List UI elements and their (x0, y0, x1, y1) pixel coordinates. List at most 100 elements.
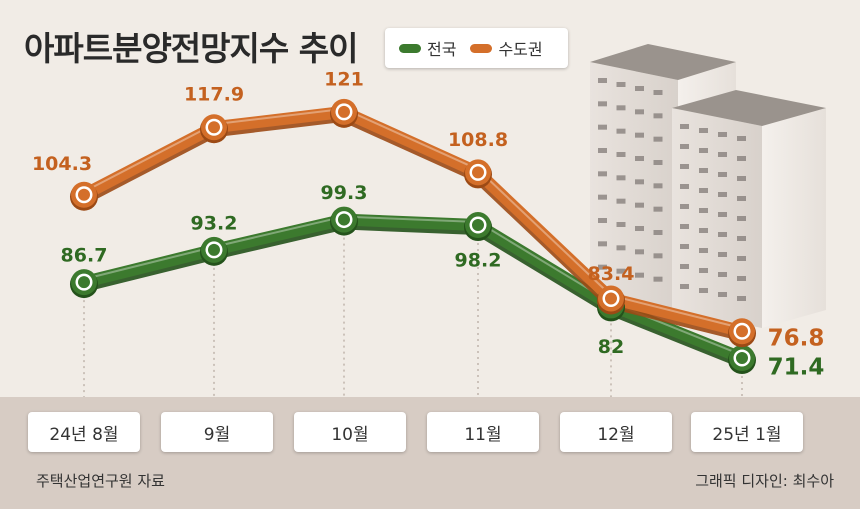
legend-item-capital-area: 수도권 (470, 36, 543, 60)
data-point-national (200, 236, 228, 266)
building-front-side (762, 108, 826, 328)
series-line-national (78, 213, 748, 365)
marker-inner (736, 325, 748, 338)
building-front-window (680, 144, 689, 149)
building-front-window (737, 136, 746, 141)
building-back-window (616, 222, 626, 227)
data-label-capital-area: 104.3 (32, 153, 92, 175)
building-front-window (718, 172, 727, 177)
building-front-window (699, 188, 708, 193)
data-point-national (330, 206, 358, 236)
building-front-window (737, 236, 746, 241)
data-label-national: 99.3 (321, 182, 368, 204)
building-back-window (598, 241, 607, 247)
marker-inner (736, 352, 748, 365)
legend-swatch-capital-area (470, 43, 493, 53)
x-tick-label: 11월 (427, 412, 539, 452)
building-front-roof (672, 90, 826, 126)
data-label-capital-area: 108.8 (448, 129, 508, 151)
building-front-window (699, 248, 708, 253)
x-tick-label: 12월 (560, 412, 672, 452)
building-front-window (737, 256, 746, 261)
data-label-national: 82 (598, 336, 624, 358)
building-front-window (680, 244, 689, 249)
marker-inner (208, 121, 220, 134)
marker-inner (78, 188, 90, 201)
building-back-window (598, 264, 607, 270)
data-point-national (70, 269, 98, 299)
building-front-window (680, 284, 689, 289)
data-label-capital-area: 117.9 (184, 84, 244, 106)
data-point-capital-area (728, 318, 756, 348)
building-front-window (718, 132, 727, 137)
building-front-window (737, 296, 746, 301)
building-front-window (737, 156, 746, 161)
building-front-window (680, 204, 689, 209)
building-front-window (680, 184, 689, 189)
category-guide-lines (83, 237, 743, 397)
building-front-window (737, 196, 746, 201)
building-front-window (699, 128, 708, 133)
data-point-national (464, 212, 492, 242)
building-front-window (737, 276, 746, 281)
building-front-window (699, 148, 708, 153)
data-label-capital-area: 76.8 (768, 326, 825, 352)
series-line-highlight-capital-area (83, 107, 743, 330)
building-front-window (718, 152, 727, 157)
building-back-window (653, 90, 663, 95)
data-label-national: 98.2 (455, 250, 502, 272)
building-back-window (616, 152, 626, 157)
building-back-window (653, 253, 663, 259)
building-back-roof (590, 44, 736, 80)
building-back-window (653, 206, 663, 212)
marker-inner (338, 213, 350, 226)
x-tick-label: 9월 (161, 412, 273, 452)
data-point-capital-area (70, 181, 98, 211)
building-back-window (598, 194, 607, 200)
marker-inner (208, 243, 220, 256)
building-front-window (737, 216, 746, 221)
marker-inner (472, 219, 484, 232)
source-note: 주택산업연구원 자료 (36, 472, 165, 490)
marker-inner (472, 166, 484, 179)
building-back-window (653, 113, 663, 119)
building-front-window (680, 164, 689, 169)
legend-swatch-national (399, 43, 421, 53)
legend-label-national: 전국 (427, 40, 457, 59)
building-back-window (598, 101, 607, 107)
data-point-capital-area (597, 285, 625, 315)
building-back-window (635, 109, 644, 115)
data-label-national: 86.7 (61, 245, 108, 267)
building-back-window (635, 86, 644, 91)
building-back-window (616, 82, 626, 87)
x-tick-label: 24년 8월 (28, 412, 140, 452)
building-front-front (672, 108, 762, 328)
apartment-buildings-illustration (590, 44, 826, 328)
x-tick-label: 10월 (294, 412, 406, 452)
building-front-window (699, 288, 708, 293)
building-back-window (598, 148, 607, 153)
building-back-window (616, 105, 626, 111)
building-back-window (635, 132, 644, 138)
building-front-window (680, 124, 689, 129)
building-back-window (598, 124, 607, 130)
building-back-window (598, 78, 607, 83)
chart-title: 아파트분양전망지수 추이 (24, 29, 358, 68)
building-back-window (598, 218, 607, 223)
data-point-capital-area (330, 98, 358, 128)
building-back-window (616, 245, 626, 251)
building-back-window (635, 202, 644, 208)
graphic-credit: 그래픽 디자인: 최수아 (695, 472, 834, 490)
building-back-window (653, 183, 663, 189)
series-layer (70, 98, 756, 375)
building-back-window (616, 268, 626, 274)
building-front-window (680, 264, 689, 269)
data-point-national (728, 345, 756, 375)
building-front-window (718, 192, 727, 197)
data-point-capital-area (200, 114, 228, 144)
legend: 전국 수도권 (385, 28, 568, 68)
building-front-window (699, 168, 708, 173)
building-back-window (635, 272, 644, 278)
